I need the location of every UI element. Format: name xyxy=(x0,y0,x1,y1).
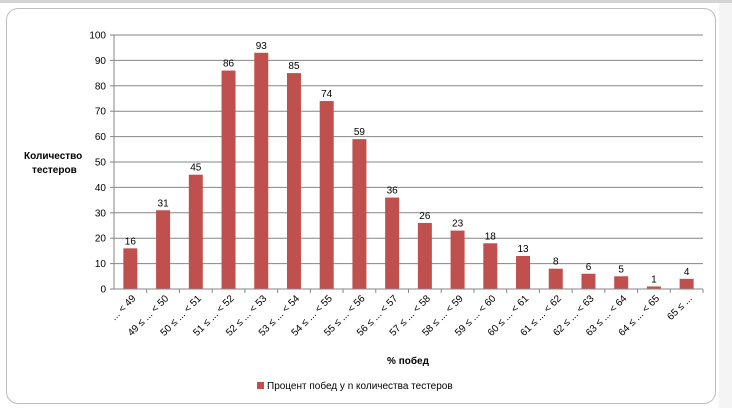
y-tick-label: 100 xyxy=(89,31,106,42)
y-tick-label: 0 xyxy=(100,285,106,296)
bar xyxy=(319,101,334,289)
legend-label: Процент побед у n количества тестеров xyxy=(267,380,453,392)
bar xyxy=(156,210,171,289)
bar xyxy=(679,278,694,289)
x-axis-title: % побед xyxy=(387,355,430,367)
y-tick-label: 60 xyxy=(95,132,107,143)
data-label: 5 xyxy=(618,264,624,275)
bar xyxy=(548,268,563,289)
data-label: 45 xyxy=(190,163,202,174)
bars xyxy=(123,52,694,289)
x-tick-label: ... < 49 xyxy=(109,293,139,323)
y-tick-label: 10 xyxy=(95,259,107,270)
data-label: 36 xyxy=(387,186,399,197)
y-tick-label: 40 xyxy=(95,183,107,194)
bar xyxy=(352,139,367,289)
data-label: 1 xyxy=(651,274,657,285)
y-tick-label: 90 xyxy=(95,56,107,67)
bar xyxy=(581,273,596,289)
bar xyxy=(221,70,236,289)
data-label: 23 xyxy=(452,219,464,230)
y-axis-title-line-1: Количество xyxy=(24,151,82,162)
data-label: 93 xyxy=(256,41,268,52)
bar xyxy=(254,52,269,289)
y-tick-label: 50 xyxy=(95,158,107,169)
window-top-bar xyxy=(0,0,732,3)
y-axis-title-line-2: тестеров xyxy=(32,165,77,176)
data-label: 13 xyxy=(517,244,529,255)
bar xyxy=(614,276,629,289)
data-label: 85 xyxy=(288,61,300,72)
y-axis-ticks: 0 10 20 30 40 50 60 70 80 90 100 xyxy=(89,31,114,296)
y-tick-label: 70 xyxy=(95,107,107,118)
data-label: 86 xyxy=(223,59,235,70)
bar xyxy=(286,73,301,289)
bar xyxy=(450,230,465,289)
y-tick-label: 30 xyxy=(95,208,107,219)
x-tick-label: 65 ≤ ... xyxy=(665,293,694,322)
gridlines xyxy=(114,34,703,265)
data-label: 59 xyxy=(354,127,366,138)
data-label: 16 xyxy=(125,236,137,247)
bar xyxy=(385,197,400,289)
data-label: 31 xyxy=(158,198,170,209)
bar xyxy=(123,248,138,289)
y-tick-label: 20 xyxy=(95,234,107,245)
data-label: 4 xyxy=(684,267,690,278)
bar xyxy=(646,286,661,289)
y-tick-label: 80 xyxy=(95,81,107,92)
bar xyxy=(516,255,531,289)
data-label: 74 xyxy=(321,89,333,100)
bar xyxy=(188,174,203,289)
data-label: 26 xyxy=(419,211,431,222)
data-label: 8 xyxy=(553,257,559,268)
data-label: 18 xyxy=(485,231,497,242)
legend-swatch xyxy=(257,382,264,389)
scrollbar-strip xyxy=(719,3,732,408)
bar xyxy=(417,222,432,289)
bar xyxy=(483,243,498,289)
data-label: 6 xyxy=(586,262,592,273)
